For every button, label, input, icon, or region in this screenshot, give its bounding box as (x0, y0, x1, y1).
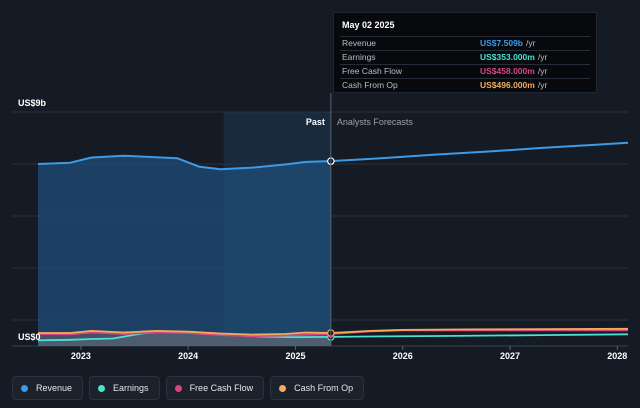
legend-dot-icon (98, 384, 106, 392)
tooltip-label: Revenue (342, 38, 377, 48)
y-axis-top-label: US$9b (18, 98, 47, 108)
tooltip-unit: /yr (537, 66, 548, 76)
tooltip-row-earnings: Earnings US$353.000m /yr (340, 50, 590, 64)
tooltip-unit: /yr (526, 38, 536, 48)
x-tick-label: 2024 (178, 351, 198, 361)
legend-label: Revenue (36, 383, 73, 393)
legend-earnings[interactable]: Earnings (89, 376, 160, 400)
legend-dot-icon (21, 384, 28, 392)
legend-dot-icon (279, 384, 287, 392)
tooltip-unit: /yr (537, 80, 548, 90)
tooltip-date: May 02 2025 (342, 20, 395, 30)
hover-tooltip: May 02 2025 Revenue US$7.509b /yr Earnin… (333, 12, 597, 93)
legend-dot-icon (174, 384, 182, 392)
past-label: Past (306, 117, 325, 127)
hover-markers (327, 93, 335, 346)
legend-label: Free Cash Flow (189, 383, 254, 393)
x-tick-label: 2027 (500, 351, 520, 361)
tooltip-row-free-cash-flow: Free Cash Flow US$458.000m /yr (340, 64, 590, 78)
tooltip-label: Free Cash Flow (342, 66, 402, 76)
forecast-label: Analysts Forecasts (337, 117, 414, 127)
chart-area: US$9b US$0 Past Analysts Forecasts 2023 2… (12, 93, 629, 361)
legend-revenue[interactable]: Revenue (12, 376, 84, 400)
x-tick-label: 2025 (285, 351, 305, 361)
tooltip-row-revenue: Revenue US$7.509b /yr (340, 36, 590, 50)
x-axis-ticks: 2023 2024 2025 2026 2027 2028 (71, 346, 627, 361)
tooltip-label: Cash From Op (342, 80, 398, 90)
tooltip-value: US$458.000m (480, 66, 535, 76)
x-tick-label: 2026 (393, 351, 413, 361)
area-earnings (38, 331, 331, 346)
chart-legend: Revenue Earnings Free Cash Flow Cash Fro… (12, 376, 365, 400)
tooltip-unit: /yr (537, 52, 548, 62)
series-areas (38, 155, 331, 346)
area-free-cash-flow (38, 332, 331, 346)
legend-cash-from-op[interactable]: Cash From Op (270, 376, 365, 400)
tooltip-row-cash-from-op: Cash From Op US$496.000m /yr (340, 78, 590, 92)
y-axis-bottom-label: US$0 (18, 332, 41, 342)
line-cash-from-op (38, 327, 629, 336)
x-tick-label: 2023 (71, 351, 91, 361)
legend-label: Earnings (113, 383, 149, 393)
tooltip-value: US$7.509b (480, 38, 523, 48)
line-revenue (37, 141, 629, 171)
legend-label: Cash From Op (294, 383, 354, 393)
x-tick-label: 2028 (607, 351, 627, 361)
tooltip-value: US$353.000m (480, 52, 535, 62)
legend-free-cash-flow[interactable]: Free Cash Flow (165, 376, 265, 400)
axis-labels: US$9b US$0 Past Analysts Forecasts (18, 98, 413, 342)
tooltip-value: US$496.000m (480, 80, 535, 90)
area-revenue (38, 155, 331, 346)
tooltip-label: Earnings (342, 52, 376, 62)
series-lines (37, 141, 629, 342)
